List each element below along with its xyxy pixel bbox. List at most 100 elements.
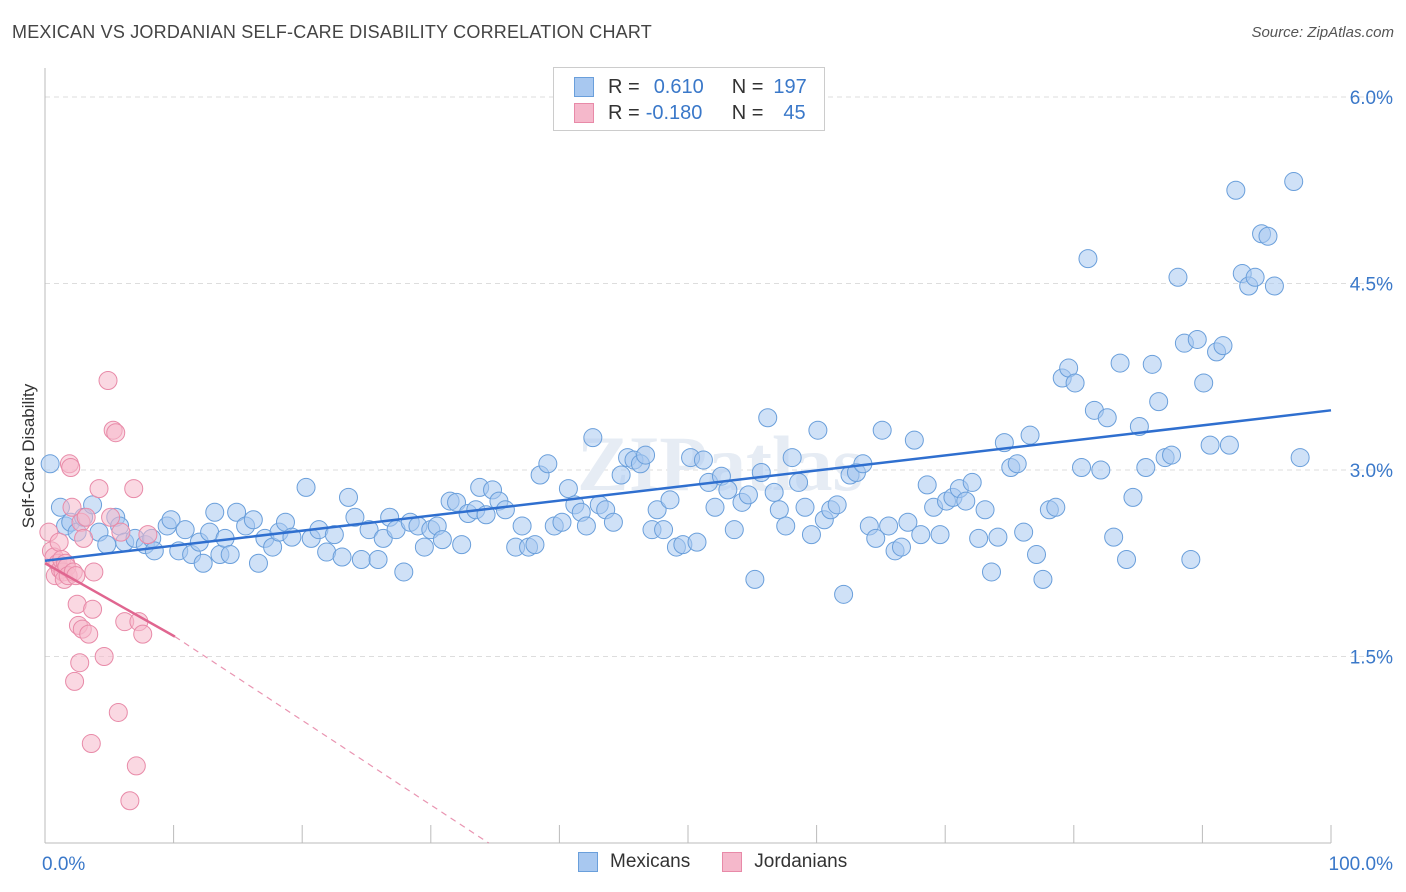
- mexicans-point-71: [525, 535, 545, 555]
- jordanians-point-43: [133, 624, 153, 644]
- mexicans-point-139: [962, 472, 982, 492]
- mexicans-point-76: [558, 479, 578, 499]
- mexicans-point-15: [144, 541, 164, 561]
- mexicans-swatch: [574, 77, 594, 97]
- mexicans-point-27: [220, 545, 240, 565]
- mexicans-point-146: [1007, 454, 1027, 474]
- mexicans-point-80: [583, 428, 603, 448]
- y-tick-label-2: 4.5%: [1350, 275, 1393, 296]
- mexicans-point-113: [795, 497, 815, 517]
- jordanians-point-26: [79, 624, 99, 644]
- mexicans-point-159: [1091, 460, 1111, 480]
- mexicans-point-152: [1046, 497, 1066, 517]
- mexicans-r-label: R =: [608, 75, 640, 98]
- mexicans-point-108: [764, 482, 784, 502]
- mexicans-point-174: [1187, 329, 1207, 349]
- x-tick-label-0: 0.0%: [42, 854, 85, 875]
- jordanians-swatch: [574, 103, 594, 123]
- mexicans-point-162: [1110, 353, 1130, 373]
- x-tick-label-1: 100.0%: [1329, 854, 1394, 875]
- mexicans-point-188: [1290, 448, 1310, 468]
- jordanians-legend-label: Jordanians: [754, 851, 848, 872]
- mexicans-point-54: [414, 537, 434, 557]
- mexicans-point-41: [324, 525, 344, 545]
- mexicans-point-140: [969, 528, 989, 548]
- jordanians-trend-extension: [174, 636, 489, 844]
- mexicans-point-118: [827, 495, 847, 515]
- mexicans-point-91: [654, 520, 674, 540]
- jordanians-point-24: [74, 528, 94, 548]
- legend: R = 0.610 N = 197 R = -0.180 N = 45: [553, 67, 825, 131]
- mexicans-point-132: [917, 475, 937, 495]
- jordanians-point-39: [120, 791, 140, 811]
- mexicans-point-99: [705, 497, 725, 517]
- jordanians-point-5: [49, 532, 69, 552]
- legend-row-jordanians: R = -0.180 N = 45: [574, 100, 806, 126]
- mexicans-point-149: [1027, 545, 1047, 565]
- mexicans-point-179: [1219, 435, 1239, 455]
- jordanians-point-36: [108, 702, 128, 722]
- mexicans-point-88: [636, 445, 656, 465]
- mexicans-point-84: [611, 465, 631, 485]
- jordanians-point-32: [98, 370, 118, 390]
- mexicans-point-60: [452, 535, 472, 555]
- mexicans-point-112: [789, 472, 809, 492]
- mexicans-point-129: [898, 512, 918, 532]
- jordanians-point-15: [62, 497, 82, 517]
- jordanians-n-value: 45: [783, 101, 806, 124]
- jordanians-point-44: [138, 525, 158, 545]
- mexicans-point-187: [1284, 172, 1304, 192]
- jordanians-point-14: [61, 458, 81, 478]
- mexicans-point-101: [718, 480, 738, 500]
- mexicans-trend-line: [44, 409, 1332, 563]
- mexicans-point-160: [1097, 408, 1117, 428]
- legend-row-mexicans: R = 0.610 N = 197: [574, 74, 807, 100]
- mexicans-point-130: [904, 430, 924, 450]
- mexicans-point-109: [769, 500, 789, 520]
- y-axis-title: Self-Care Disability: [19, 383, 38, 528]
- mexicans-point-43: [338, 487, 358, 507]
- jordanians-point-25: [76, 507, 96, 527]
- mexicans-point-124: [866, 528, 886, 548]
- mexicans-point-69: [512, 516, 532, 536]
- mexicans-point-173: [1181, 550, 1201, 570]
- mexicans-point-142: [981, 562, 1001, 582]
- mexicans-point-167: [1142, 354, 1162, 374]
- series-legend: Mexicans Jordanians: [578, 851, 879, 873]
- mexicans-point-45: [351, 550, 371, 570]
- mexicans-point-125: [872, 420, 892, 440]
- jordanians-point-41: [126, 756, 146, 776]
- mexicans-point-185: [1258, 226, 1278, 246]
- mexicans-point-183: [1245, 267, 1265, 287]
- mexicans-point-141: [975, 500, 995, 520]
- mexicans-point-171: [1168, 267, 1188, 287]
- mexicans-point-114: [801, 525, 821, 545]
- mexicans-point-105: [745, 569, 765, 589]
- legend-item-mexicans: Mexicans: [578, 851, 690, 873]
- mexicans-point-180: [1226, 180, 1246, 200]
- mexicans-point-163: [1117, 550, 1137, 570]
- mexicans-point-138: [956, 491, 976, 511]
- mexicans-point-75: [552, 512, 572, 532]
- mexicans-point-83: [603, 512, 623, 532]
- mexicans-point-51: [394, 562, 414, 582]
- mexicans-point-134: [930, 525, 950, 545]
- mexicans-point-168: [1149, 392, 1169, 412]
- mexicans-point-24: [205, 502, 225, 522]
- mexicans-point-111: [782, 448, 802, 468]
- mexicans-point-37: [296, 477, 316, 497]
- mexicans-n-label: N =: [731, 75, 764, 98]
- y-tick-label-0: 1.5%: [1350, 648, 1393, 669]
- grid-lines: [45, 96, 1392, 657]
- mexicans-point-67: [495, 500, 515, 520]
- mexicans-point-102: [724, 520, 744, 540]
- mexicans-point-156: [1072, 458, 1092, 478]
- mexicans-point-110: [776, 516, 796, 536]
- mexicans-point-17: [161, 510, 181, 530]
- mexicans-point-59: [447, 492, 467, 512]
- mexicans-point-161: [1104, 527, 1124, 547]
- mexicans-n-value: 197: [773, 75, 807, 98]
- mexicans-point-143: [988, 527, 1008, 547]
- jordanians-point-29: [84, 562, 104, 582]
- mexicans-r-value: 0.610: [653, 75, 704, 98]
